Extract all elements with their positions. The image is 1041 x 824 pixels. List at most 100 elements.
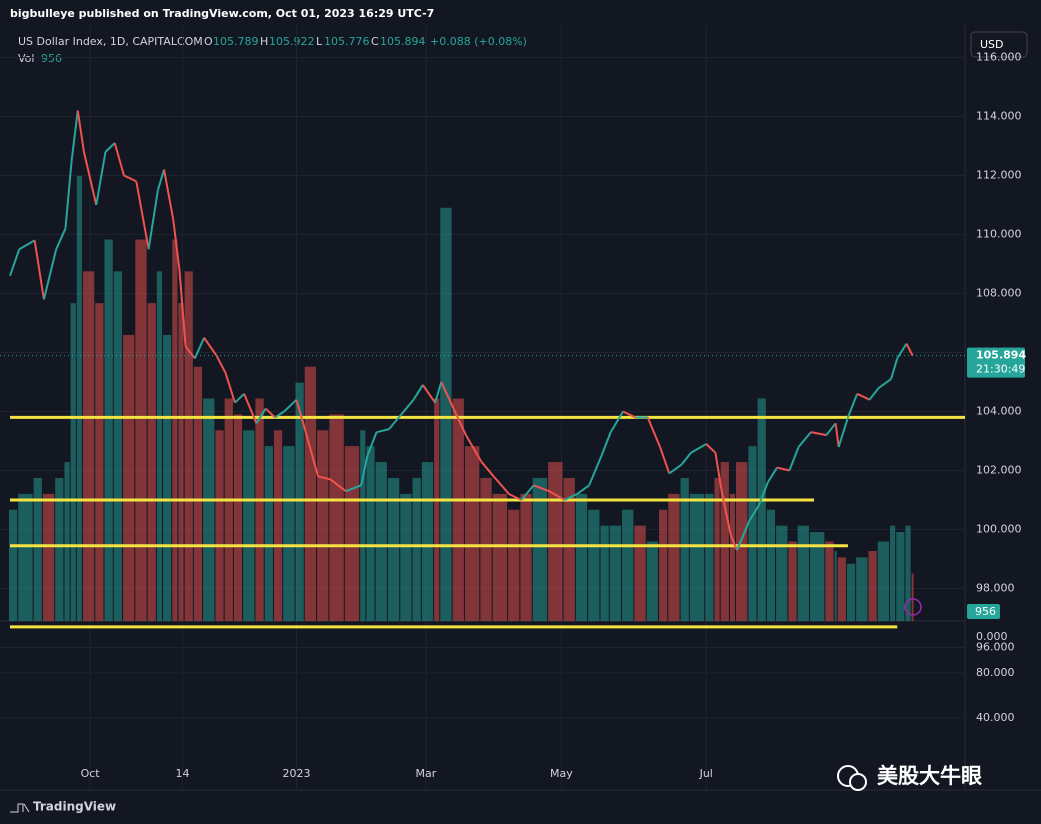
price-segment bbox=[714, 452, 723, 492]
volume-bar bbox=[366, 446, 375, 621]
price-segment bbox=[690, 443, 707, 454]
price-segment bbox=[76, 110, 85, 153]
price-segment bbox=[147, 190, 159, 250]
volume-bar bbox=[295, 382, 304, 621]
volume-bar bbox=[113, 271, 122, 621]
x-tick-label: Oct bbox=[81, 767, 101, 780]
price-segment bbox=[452, 408, 467, 436]
price-segment bbox=[265, 407, 276, 419]
price-segment bbox=[283, 398, 298, 413]
volume-bar bbox=[896, 531, 905, 621]
price-segment bbox=[465, 434, 483, 463]
currency-button[interactable] bbox=[970, 31, 1028, 58]
volume-bar bbox=[609, 525, 622, 621]
price-segment bbox=[178, 269, 187, 347]
l: 105.776 bbox=[324, 35, 370, 48]
o-label: O bbox=[204, 35, 213, 48]
price-segment bbox=[896, 343, 908, 359]
volume-bar bbox=[421, 462, 434, 621]
volume-bar bbox=[766, 509, 776, 621]
volume-bar bbox=[76, 175, 82, 621]
price-segment bbox=[243, 393, 258, 424]
volume-last-box bbox=[967, 604, 1000, 619]
price-segment bbox=[729, 535, 738, 551]
volume-bar bbox=[588, 509, 600, 621]
price-segment bbox=[135, 181, 150, 250]
volume-bar bbox=[304, 366, 317, 621]
volume-bar bbox=[729, 493, 736, 621]
price-segment bbox=[868, 387, 880, 401]
volume-bar bbox=[440, 207, 452, 622]
wechat-icon-2 bbox=[849, 773, 867, 791]
x-tick-label: 2023 bbox=[283, 767, 311, 780]
price-segment bbox=[360, 455, 369, 486]
volume-bar bbox=[911, 573, 914, 621]
volume-bar bbox=[714, 477, 720, 621]
volume-bar bbox=[680, 477, 689, 621]
price-segment bbox=[837, 417, 849, 448]
price-segment bbox=[905, 343, 914, 357]
volume-bar bbox=[492, 493, 508, 621]
volume-bar bbox=[634, 525, 646, 621]
volume-bar bbox=[720, 462, 729, 621]
price-segment bbox=[55, 228, 67, 250]
price-segment bbox=[757, 481, 769, 507]
volume-bar bbox=[877, 541, 890, 621]
volume-bar bbox=[375, 462, 387, 621]
price-segment bbox=[609, 411, 624, 433]
volume-bar bbox=[856, 557, 868, 621]
volume-bar bbox=[243, 430, 255, 621]
y-tick-label: 108.000 bbox=[976, 286, 1022, 299]
price-segment bbox=[564, 493, 578, 501]
volume-bar bbox=[147, 303, 156, 621]
x-tick-label: Mar bbox=[416, 767, 437, 780]
c: 105.894 bbox=[380, 35, 426, 48]
volume-axis-label: 0.000 bbox=[976, 630, 1008, 643]
volume-bar bbox=[193, 366, 203, 621]
price-segment bbox=[646, 417, 661, 448]
price-segment bbox=[421, 384, 436, 404]
price-segment bbox=[255, 408, 267, 424]
volume-bar bbox=[600, 525, 609, 621]
price-segment bbox=[440, 381, 455, 409]
price-segment bbox=[156, 169, 165, 191]
price-segment bbox=[400, 399, 415, 416]
price-segment bbox=[576, 484, 590, 495]
volume-last-label: 956 bbox=[975, 605, 996, 618]
x-tick-label: 14 bbox=[176, 767, 190, 780]
symbol: US Dollar Index, 1D, CAPITALCOM bbox=[18, 35, 203, 48]
volume-bar bbox=[825, 541, 834, 621]
volume-bar bbox=[9, 509, 18, 621]
volume-bar bbox=[689, 493, 705, 621]
volume-bar bbox=[646, 541, 659, 621]
y-tick-label: 110.000 bbox=[976, 227, 1022, 240]
volume-bar bbox=[480, 477, 492, 621]
volume-bar bbox=[464, 446, 480, 621]
price-segment bbox=[366, 431, 378, 457]
published: bigbulleye published on TradingView.com,… bbox=[10, 7, 434, 20]
volume-bar bbox=[412, 477, 421, 621]
price-segment bbox=[622, 410, 636, 419]
price-segment bbox=[224, 372, 236, 403]
o: 105.789 bbox=[213, 35, 259, 48]
volume-bar bbox=[748, 446, 757, 621]
price-segment bbox=[810, 431, 827, 437]
volume-bar bbox=[172, 239, 178, 621]
price-segment bbox=[890, 358, 899, 380]
price-segment bbox=[878, 378, 892, 389]
y-tick-label: 96.000 bbox=[976, 641, 1015, 654]
price-segment bbox=[33, 240, 45, 300]
currency[interactable]: USD bbox=[980, 38, 1004, 51]
volume-bar bbox=[95, 303, 104, 621]
flash-icon[interactable] bbox=[904, 598, 922, 616]
volume-bar bbox=[273, 430, 283, 621]
price-segment bbox=[748, 505, 760, 522]
price-segment bbox=[705, 443, 717, 454]
volume-bar bbox=[203, 398, 215, 621]
price-segment bbox=[70, 110, 79, 161]
price-segment bbox=[825, 422, 837, 436]
y-tick-label: 40.000 bbox=[976, 711, 1015, 724]
volume-bar bbox=[156, 271, 163, 621]
